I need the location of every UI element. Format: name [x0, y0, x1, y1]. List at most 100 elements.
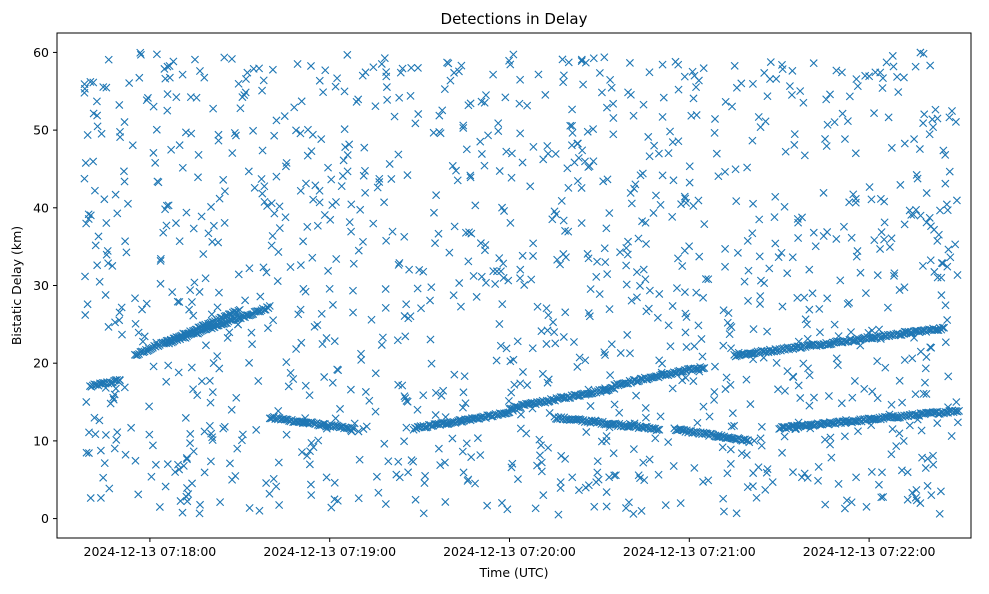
- data-point: [192, 93, 201, 102]
- data-point: [599, 177, 608, 186]
- data-point: [448, 434, 457, 443]
- data-point: [911, 390, 920, 399]
- data-point: [750, 436, 759, 445]
- data-point: [566, 121, 575, 130]
- data-point: [834, 479, 843, 488]
- data-point: [520, 280, 529, 289]
- data-point: [466, 173, 475, 182]
- data-point: [850, 376, 859, 385]
- data-point: [733, 248, 742, 257]
- data-point: [243, 68, 252, 77]
- data-point: [804, 364, 813, 373]
- data-point: [611, 471, 620, 480]
- data-point: [726, 380, 735, 389]
- data-point: [151, 460, 160, 469]
- x-tick-label: 2024-12-13 07:18:00: [84, 544, 217, 559]
- data-point: [306, 61, 315, 70]
- data-point: [919, 389, 928, 398]
- data-point: [790, 130, 799, 139]
- data-point: [113, 209, 122, 218]
- data-point: [595, 68, 604, 77]
- data-point: [905, 206, 914, 215]
- data-point: [602, 436, 611, 445]
- data-point: [450, 222, 459, 231]
- data-point: [346, 385, 355, 394]
- data-point: [317, 135, 326, 144]
- data-point: [504, 397, 513, 405]
- data-point: [690, 342, 699, 351]
- data-point: [605, 209, 614, 218]
- data-point: [551, 149, 560, 158]
- data-point: [690, 463, 699, 472]
- data-point: [96, 493, 105, 502]
- data-point: [340, 125, 349, 134]
- data-point: [232, 393, 241, 402]
- data-point: [726, 321, 735, 330]
- data-point: [757, 441, 766, 450]
- data-point: [752, 493, 761, 502]
- data-point: [200, 325, 209, 334]
- data-point: [777, 248, 786, 257]
- data-point: [250, 183, 259, 192]
- data-point: [83, 131, 92, 139]
- data-point: [315, 198, 324, 207]
- data-point: [911, 62, 920, 71]
- data-point: [296, 261, 305, 270]
- data-point: [749, 355, 758, 364]
- data-point: [661, 501, 670, 510]
- data-point: [489, 70, 498, 79]
- data-point: [685, 178, 694, 187]
- data-point: [748, 482, 757, 491]
- data-point: [787, 90, 796, 99]
- data-points: [80, 48, 964, 519]
- data-point: [154, 178, 163, 187]
- data-point: [535, 435, 544, 444]
- data-point: [436, 461, 445, 470]
- data-point: [91, 241, 100, 250]
- data-point: [841, 337, 850, 346]
- data-point: [95, 277, 104, 286]
- data-point: [434, 444, 443, 453]
- data-point: [258, 86, 267, 95]
- data-point: [907, 210, 916, 219]
- data-point: [116, 133, 125, 142]
- data-point: [186, 286, 195, 295]
- data-point: [541, 90, 550, 99]
- data-point: [692, 83, 701, 92]
- data-point: [489, 267, 498, 276]
- data-point: [404, 314, 413, 323]
- data-point: [402, 396, 411, 405]
- data-point: [699, 293, 708, 302]
- data-point: [214, 238, 223, 247]
- data-point: [853, 82, 862, 91]
- data-point: [674, 60, 683, 69]
- data-point: [905, 421, 914, 430]
- data-point: [400, 312, 409, 321]
- data-point: [252, 425, 261, 434]
- data-point: [388, 227, 397, 236]
- data-point: [656, 200, 665, 209]
- data-point: [632, 391, 641, 400]
- data-point: [234, 270, 243, 279]
- data-point: [551, 339, 560, 348]
- data-point: [178, 163, 187, 172]
- data-point: [722, 373, 731, 382]
- data-point: [943, 206, 952, 215]
- data-point: [953, 270, 962, 279]
- data-point: [494, 119, 503, 128]
- data-point: [495, 167, 504, 176]
- data-point: [543, 141, 552, 150]
- data-point: [734, 348, 743, 357]
- data-point: [492, 356, 501, 365]
- data-point: [732, 197, 741, 206]
- data-point: [746, 400, 755, 409]
- data-point: [163, 90, 172, 99]
- data-point: [563, 164, 572, 173]
- data-point: [303, 151, 312, 160]
- data-point: [774, 385, 782, 394]
- data-point: [625, 349, 634, 358]
- data-point: [471, 201, 480, 210]
- data-point: [190, 55, 199, 64]
- data-point: [534, 70, 543, 79]
- data-point: [666, 342, 675, 351]
